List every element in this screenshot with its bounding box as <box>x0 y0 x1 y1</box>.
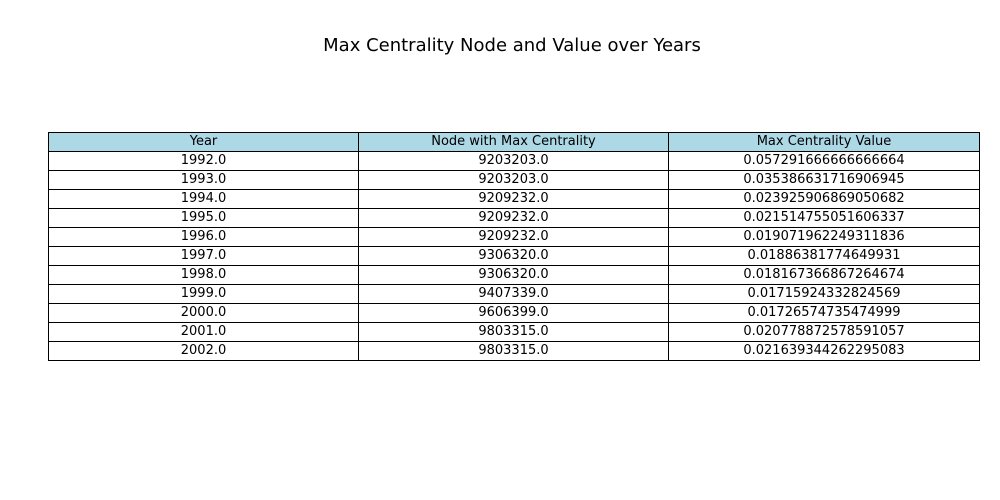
table-row: 1995.0 9209232.0 0.021514755051606337 <box>48 208 980 228</box>
node-cell: 9606399.0 <box>358 303 669 323</box>
year-cell: 1996.0 <box>48 227 359 247</box>
node-cell: 9209232.0 <box>358 189 669 209</box>
node-cell: 9209232.0 <box>358 208 669 228</box>
year-cell: 1992.0 <box>48 151 359 171</box>
value-cell: 0.021514755051606337 <box>668 208 980 228</box>
data-table: Year Node with Max Centrality Max Centrali… <box>48 132 980 361</box>
table-row: 1997.0 9306320.0 0.01886381774649931 <box>48 246 980 266</box>
table-row: 2001.0 9803315.0 0.020778872578591057 <box>48 322 980 342</box>
value-cell: 0.019071962249311836 <box>668 227 980 247</box>
value-header: Max Centrality Value <box>668 132 980 152</box>
node-header: Node with Max Centrality <box>358 132 669 152</box>
year-cell: 2001.0 <box>48 322 359 342</box>
year-header: Year <box>48 132 359 152</box>
value-cell: 0.020778872578591057 <box>668 322 980 342</box>
table-row: 1999.0 9407339.0 0.01715924332824569 <box>48 284 980 304</box>
node-cell: 9306320.0 <box>358 265 669 285</box>
value-cell: 0.01886381774649931 <box>668 246 980 266</box>
value-cell: 0.01726574735474999 <box>668 303 980 323</box>
year-cell: 1995.0 <box>48 208 359 228</box>
table-row: 1993.0 9203203.0 0.035386631716906945 <box>48 170 980 190</box>
value-cell: 0.057291666666666664 <box>668 151 980 171</box>
value-cell: 0.023925906869050682 <box>668 189 980 209</box>
year-cell: 1999.0 <box>48 284 359 304</box>
node-cell: 9203203.0 <box>358 151 669 171</box>
table-row: 1992.0 9203203.0 0.057291666666666664 <box>48 151 980 171</box>
table-row: 1994.0 9209232.0 0.023925906869050682 <box>48 189 980 209</box>
value-cell: 0.021639344262295083 <box>668 341 980 361</box>
header-row: Year Node with Max Centrality Max Centrali… <box>48 132 980 152</box>
table-row: 1998.0 9306320.0 0.018167366867264674 <box>48 265 980 285</box>
chart-title: Max Centrality Node and Value over Years <box>323 35 701 56</box>
value-cell: 0.018167366867264674 <box>668 265 980 285</box>
table-row: 2000.0 9606399.0 0.01726574735474999 <box>48 303 980 323</box>
table-body: 1992.0 9203203.0 0.057291666666666664 1993.… <box>48 151 980 361</box>
year-cell: 2002.0 <box>48 341 359 361</box>
table-row: 2002.0 9803315.0 0.021639344262295083 <box>48 341 980 361</box>
node-cell: 9306320.0 <box>358 246 669 266</box>
value-cell: 0.035386631716906945 <box>668 170 980 190</box>
node-cell: 9203203.0 <box>358 170 669 190</box>
year-cell: 1993.0 <box>48 170 359 190</box>
node-cell: 9407339.0 <box>358 284 669 304</box>
value-cell: 0.01715924332824569 <box>668 284 980 304</box>
year-cell: 2000.0 <box>48 303 359 323</box>
node-cell: 9803315.0 <box>358 322 669 342</box>
node-cell: 9803315.0 <box>358 341 669 361</box>
year-cell: 1994.0 <box>48 189 359 209</box>
table-row: 1996.0 9209232.0 0.019071962249311836 <box>48 227 980 247</box>
year-cell: 1997.0 <box>48 246 359 266</box>
year-cell: 1998.0 <box>48 265 359 285</box>
node-cell: 9209232.0 <box>358 227 669 247</box>
